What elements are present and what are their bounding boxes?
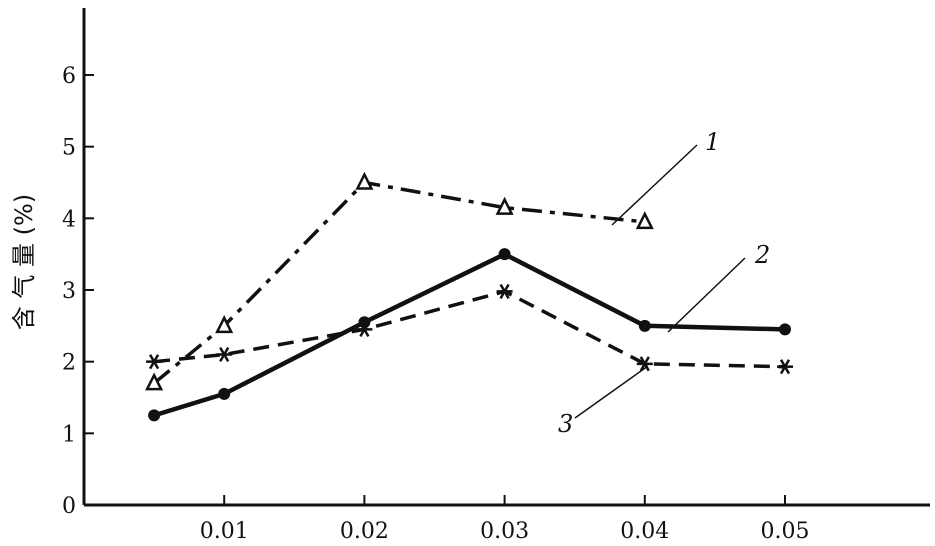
series-3-point-stroke: [639, 356, 650, 372]
series-2-point: [638, 319, 651, 332]
series-3-point-stroke: [149, 354, 160, 370]
series-3-line: [153, 289, 786, 369]
series-3-point-stroke: [359, 321, 370, 337]
series-2-point: [498, 248, 511, 261]
y-tick-label: 4: [62, 207, 76, 232]
series-1-point: [215, 315, 234, 334]
series-3-point: [636, 356, 653, 372]
series-1-point: [355, 171, 374, 190]
series-3-label: 3: [558, 410, 573, 438]
series-3-point-stroke: [219, 346, 230, 363]
series-3-point: [146, 354, 163, 370]
series-3-leader-line: [574, 365, 649, 419]
series-1-line: [152, 180, 645, 385]
y-tick-label: 5: [62, 136, 76, 161]
series-2-label: 2: [754, 241, 770, 269]
series-3-point: [216, 346, 233, 363]
series-1-label: 1: [705, 128, 720, 156]
y-tick-label: 2: [62, 351, 76, 376]
series-1-point: [145, 372, 164, 391]
series-2-line: [153, 251, 786, 418]
y-tick-label: 6: [62, 64, 76, 89]
series-3-point-stroke: [779, 359, 791, 375]
series-markers: [145, 171, 793, 422]
y-axis-ticks: 0 1 2 3 4 5 6: [62, 64, 94, 519]
series-2-point: [358, 316, 371, 329]
x-axis-ticks: 0.01 0.02 0.03 0.04 0.05: [200, 495, 810, 544]
series-lines: [152, 180, 786, 418]
series-3-point: [496, 283, 513, 299]
y-tick-label: 3: [62, 279, 76, 304]
series-3-point-stroke: [499, 283, 510, 299]
x-tick-label: 0.01: [200, 519, 249, 544]
x-tick-label: 0.02: [340, 519, 389, 544]
series-1-leader-line: [611, 144, 698, 226]
x-tick-label: 0.03: [480, 519, 529, 544]
series-2-point: [218, 387, 231, 400]
y-tick-label: 1: [62, 422, 76, 447]
y-axis-label: 含 气 量 (%): [10, 194, 38, 330]
series-callouts: 1 2 3: [558, 128, 770, 438]
series-1-point: [635, 211, 654, 230]
x-tick-label: 0.05: [761, 519, 810, 544]
series-2-point: [779, 323, 791, 336]
series-3-point: [356, 321, 373, 337]
series-2-point: [148, 409, 161, 422]
y-tick-label: 0: [62, 494, 76, 519]
series-2-leader-line: [667, 257, 746, 333]
series-1-point: [495, 196, 514, 215]
series-3-point: [777, 359, 793, 375]
x-tick-label: 0.04: [620, 519, 669, 544]
